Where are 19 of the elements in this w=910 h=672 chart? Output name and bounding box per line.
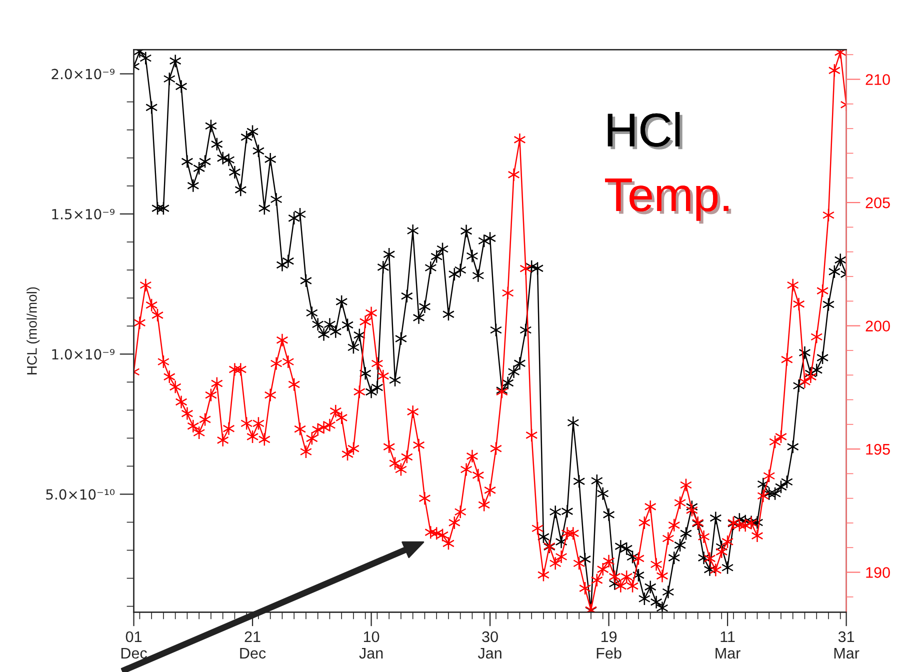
x-tick-label: 31 Mar	[834, 631, 860, 659]
x-tick-label: 01 Dec	[121, 631, 147, 659]
x-tick-label: 21 Dec	[240, 631, 266, 659]
text: HCl	[608, 112, 682, 150]
y-tick-label: 5.0×10⁻¹⁰	[46, 489, 115, 500]
x-tick-label: 11 Mar	[716, 632, 740, 659]
y2-tick-label: 200	[866, 320, 890, 332]
x-tick-label: 19 Feb	[596, 631, 622, 659]
x-tick-label: 30 Jan	[478, 631, 502, 659]
series-label: Temp.	[605, 178, 732, 224]
y-axis-title: HCL (mol/mol)	[26, 287, 40, 374]
y-tick-label: 2.0×10⁻⁹	[52, 68, 114, 80]
y2-tick-label: 190	[866, 567, 890, 578]
x-tick-label: 10 Jan	[359, 631, 383, 659]
y-tick-label: 1.5×10⁻⁹	[52, 208, 114, 220]
y2-tick-label: 205	[866, 197, 890, 208]
y-tick-label: 1.0×10⁻⁹	[52, 349, 114, 360]
y2-tick-label: 195	[866, 444, 890, 455]
y2-tick-label: 210	[866, 74, 890, 85]
